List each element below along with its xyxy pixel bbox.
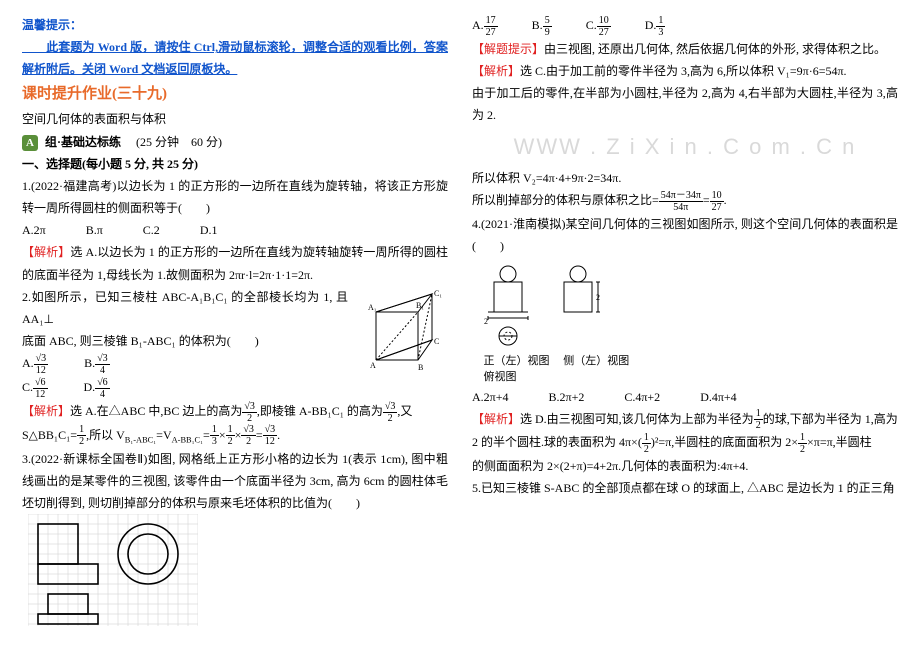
- watermark: WWW . Z i X i n . C o m . C n: [472, 127, 898, 168]
- q4-ans2: 2 的半个圆柱.球的表面积为 4π×(12)²=π,半圆柱的底面面积为 2×12…: [472, 431, 898, 455]
- q2-opt-c-frac: √612: [33, 377, 48, 400]
- tip-body: 此套题为 Word 版，请按住 Ctrl,滑动鼠标滚轮，调整合适的观看比例，答案…: [22, 36, 448, 80]
- q3-opts: A.1727 B.59 C.1027 D.13: [472, 14, 898, 38]
- svg-text:C: C: [434, 337, 439, 346]
- q2-ans-line2: S△BB₁C₁=12,所以 VB₁-ABC₁=VA-BB₁C₁=13×12×√3…: [22, 424, 448, 448]
- tip-title: 温馨提示：: [22, 14, 448, 36]
- part1-head: 一、选择题(每小题 5 分, 共 25 分): [22, 153, 448, 175]
- group-a-badge: A: [22, 135, 38, 151]
- group-a-row: A 组·基础达标练 (25 分钟 60 分): [22, 131, 448, 153]
- q4-figure: 2 2 正（左）视图 侧（左）视图 俯视图: [472, 258, 898, 386]
- q3-hint: 【解题提示】由三视图, 还原出几何体, 然后依据几何体的外形, 求得体积之比。: [472, 38, 898, 60]
- q4-ans3: 的侧面面积为 2×(2+π)=4+2π.几何体的表面积为:4π+4.: [472, 455, 898, 477]
- q4-opts: A.2π+4 B.2π+2 C.4π+2 D.4π+4: [472, 386, 898, 408]
- svg-text:C₁: C₁: [434, 289, 442, 298]
- q3-ans3: 所以体积 V₂=4π·4+9π·2=34π.: [472, 167, 898, 189]
- q3-ans1: 【解析】选 C.由于加工前的零件半径为 3,高为 6,所以体积 V₁=9π·6=…: [472, 60, 898, 82]
- q4-stem: 4.(2021·淮南模拟)某空间几何体的三视图如图所示, 则这个空间几何体的表面…: [472, 213, 898, 257]
- svg-text:2: 2: [484, 317, 488, 326]
- q4-opt-b: B.2π+2: [549, 386, 585, 408]
- q1-opt-d: D.1: [200, 219, 218, 241]
- q3-ans4: 所以削掉部分的体积与原体积之比=54π－34π54π=1027.: [472, 189, 898, 213]
- svg-text:A₁: A₁: [368, 303, 377, 312]
- q3-ans2: 由于加工后的零件,在半部为小圆柱,半径为 2,高为 4,右半部为大圆柱,半径为 …: [472, 82, 898, 126]
- q4-opt-a: A.2π+4: [472, 386, 509, 408]
- q1-stem: 1.(2022·福建高考)以边长为 1 的正方形的一边所在直线为旋转轴，将该正方…: [22, 175, 448, 219]
- q4-opt-c: C.4π+2: [624, 386, 660, 408]
- q2-block: ABC A₁B₁C₁ 2.如图所示，已知三棱柱 ABC-A₁B₁C₁ 的全部棱长…: [22, 286, 448, 400]
- q1-opt-c: C.2: [143, 219, 160, 241]
- q1-opts: A.2π B.π C.2 D.1: [22, 219, 448, 241]
- q1-ans-label: 【解析】: [22, 245, 70, 259]
- q1-opt-a: A.2π: [22, 219, 46, 241]
- q3-stem: 3.(2022·新课标全国卷Ⅱ)如图, 网格纸上正方形小格的边长为 1(表示 1…: [22, 448, 448, 515]
- q3-figure-block: [22, 514, 448, 630]
- svg-text:A: A: [370, 361, 376, 370]
- q4-opt-d: D.4π+4: [700, 386, 737, 408]
- subtitle: 空间几何体的表面积与体积: [22, 108, 448, 130]
- q2-ans-line1: 【解析】选 A.在△ABC 中,BC 边上的高为√32,即棱锥 A-BB₁C₁ …: [22, 400, 448, 424]
- q2-opt-d-frac: √64: [95, 377, 110, 400]
- q3-figure: [28, 514, 198, 626]
- q2-opt-a-frac: √312: [34, 353, 49, 376]
- q2-figure: A B C A₁ B₁ C₁: [356, 288, 448, 380]
- q4-ans1: 【解析】选 D.由三视图可知,该几何体为上部为半径为12的球,下部为半径为 1,…: [472, 408, 898, 432]
- section-title: 课时提升作业(三十九): [22, 81, 448, 109]
- q4-label-row: 正（左）视图 侧（左）视图 俯视图: [478, 352, 898, 384]
- q5-stem: 5.已知三棱锥 S-ABC 的全部顶点都在球 O 的球面上, △ABC 是边长为…: [472, 477, 898, 499]
- group-a-label: 组·基础达标练: [45, 135, 121, 149]
- q1-ans: 【解析】选 A.以边长为 1 的正方形的一边所在直线为旋转轴旋转一周所得的圆柱的…: [22, 241, 448, 285]
- q1-opt-b: B.π: [86, 219, 103, 241]
- svg-text:B₁: B₁: [416, 301, 424, 310]
- group-a-time: (25 分钟 60 分): [124, 135, 222, 149]
- svg-text:B: B: [418, 363, 423, 372]
- q2-opt-b-frac: √34: [95, 353, 110, 376]
